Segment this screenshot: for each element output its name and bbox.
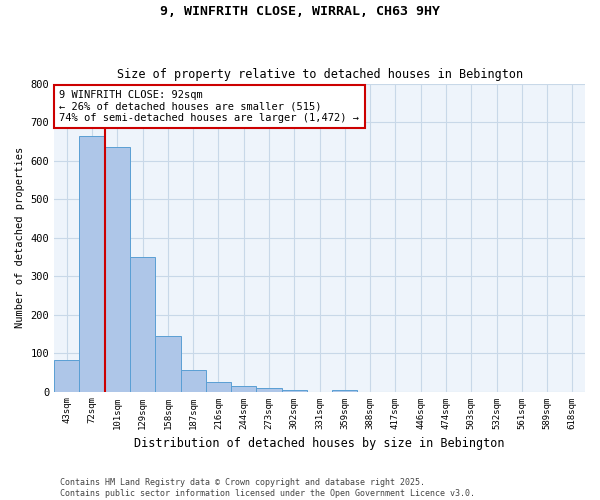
Bar [130, 257, 155, 392]
Bar [155, 336, 181, 392]
Title: Size of property relative to detached houses in Bebington: Size of property relative to detached ho… [116, 68, 523, 81]
X-axis label: Distribution of detached houses by size in Bebington: Distribution of detached houses by size … [134, 437, 505, 450]
Bar [281, 390, 307, 392]
Bar [105, 147, 130, 392]
Bar [54, 360, 79, 392]
Y-axis label: Number of detached properties: Number of detached properties [15, 147, 25, 328]
Bar [256, 388, 281, 392]
Bar [181, 370, 206, 392]
Bar [206, 382, 231, 392]
Text: 9 WINFRITH CLOSE: 92sqm
← 26% of detached houses are smaller (515)
74% of semi-d: 9 WINFRITH CLOSE: 92sqm ← 26% of detache… [59, 90, 359, 123]
Text: Contains HM Land Registry data © Crown copyright and database right 2025.
Contai: Contains HM Land Registry data © Crown c… [60, 478, 475, 498]
Text: 9, WINFRITH CLOSE, WIRRAL, CH63 9HY: 9, WINFRITH CLOSE, WIRRAL, CH63 9HY [160, 5, 440, 18]
Bar [332, 390, 358, 392]
Bar [79, 136, 105, 392]
Bar [231, 386, 256, 392]
